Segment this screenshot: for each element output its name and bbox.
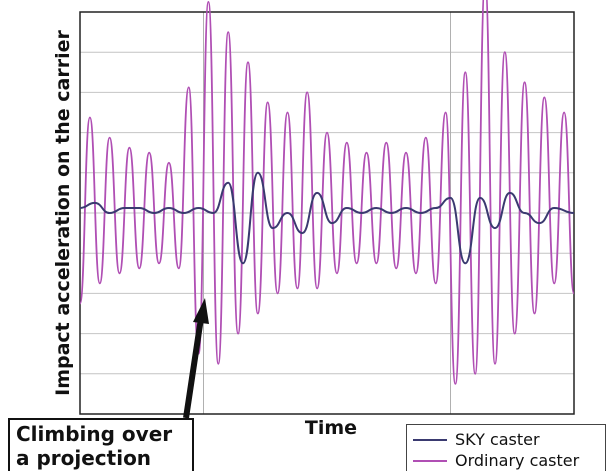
legend-swatch-sky-caster [413, 438, 447, 441]
legend-item-ordinary-caster: Ordinary caster [413, 450, 605, 471]
annotation-line-2: a projection [16, 446, 152, 470]
legend-item-sky-caster: SKY caster [413, 429, 605, 450]
legend-label-ordinary-caster: Ordinary caster [455, 451, 580, 470]
annotation-box: Climbing over a projection [8, 418, 194, 471]
legend: SKY caster Ordinary caster [406, 424, 606, 471]
legend-label-sky-caster: SKY caster [455, 430, 540, 449]
series-line-ordinary-caster [79, 0, 575, 385]
annotation-line-1: Climbing over [16, 422, 173, 446]
grid [80, 12, 574, 414]
y-axis-label: Impact acceleration on the carrier [52, 29, 74, 395]
x-axis-label: Time [305, 417, 357, 439]
series-line-sky-caster [79, 171, 575, 265]
legend-swatch-ordinary-caster [413, 459, 447, 462]
annotation-arrow [183, 298, 209, 419]
series-layer [79, 0, 575, 385]
